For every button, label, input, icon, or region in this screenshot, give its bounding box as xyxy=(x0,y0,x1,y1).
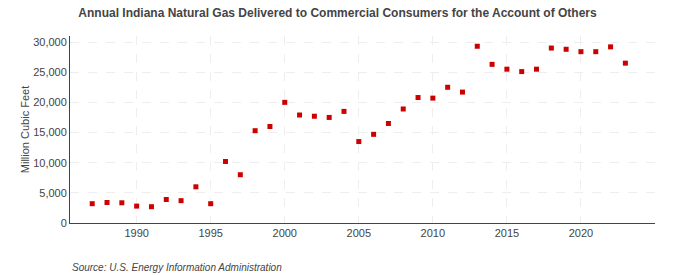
svg-text:Annual Indiana Natural Gas Del: Annual Indiana Natural Gas Delivered to … xyxy=(78,6,597,20)
svg-text:15,000: 15,000 xyxy=(33,126,67,138)
svg-text:2005: 2005 xyxy=(347,227,371,239)
svg-text:20,000: 20,000 xyxy=(33,96,67,108)
svg-text:1995: 1995 xyxy=(198,227,222,239)
svg-text:2015: 2015 xyxy=(495,227,519,239)
svg-text:0: 0 xyxy=(61,217,67,229)
svg-text:2010: 2010 xyxy=(421,227,445,239)
svg-text:30,000: 30,000 xyxy=(33,36,67,48)
svg-text:Million Cubic Feet: Million Cubic Feet xyxy=(19,86,31,173)
svg-text:10,000: 10,000 xyxy=(33,157,67,169)
svg-text:2000: 2000 xyxy=(273,227,297,239)
svg-text:Source: U.S. Energy Informatio: Source: U.S. Energy Information Administ… xyxy=(72,262,282,273)
svg-text:25,000: 25,000 xyxy=(33,66,67,78)
svg-text:1990: 1990 xyxy=(124,227,148,239)
svg-text:5,000: 5,000 xyxy=(39,187,67,199)
svg-text:2020: 2020 xyxy=(569,227,593,239)
